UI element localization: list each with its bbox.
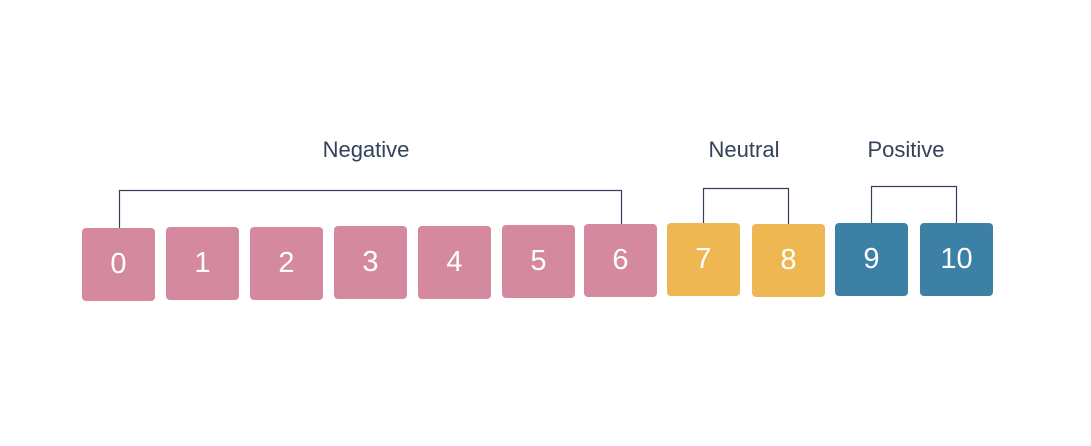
neutral-bracket — [702, 187, 790, 224]
score-box-8: 8 — [752, 224, 825, 297]
score-box-7: 7 — [667, 223, 740, 296]
negative-label: Negative — [322, 137, 410, 162]
negative-bracket — [118, 189, 623, 228]
score-box-3: 3 — [334, 226, 407, 299]
score-box-0: 0 — [82, 228, 155, 301]
score-box-6: 6 — [584, 224, 657, 297]
score-box-10: 10 — [920, 223, 993, 296]
score-box-1: 1 — [166, 227, 239, 300]
score-box-4: 4 — [418, 226, 491, 299]
positive-bracket — [870, 185, 958, 223]
score-box-9: 9 — [835, 223, 908, 296]
score-box-2: 2 — [250, 227, 323, 300]
score-box-5: 5 — [502, 225, 575, 298]
neutral-label: Neutral — [708, 137, 780, 162]
positive-label: Positive — [867, 137, 945, 162]
